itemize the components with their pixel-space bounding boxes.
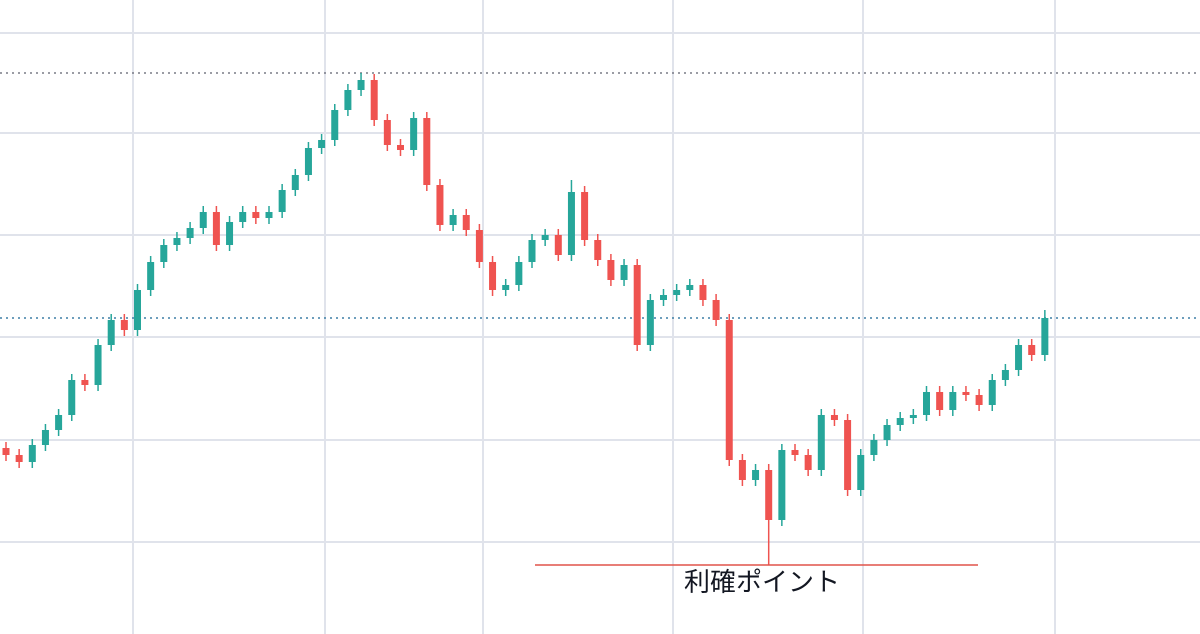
candle-body xyxy=(830,415,838,420)
candle-body xyxy=(357,80,365,90)
candle-body xyxy=(120,320,128,330)
candle-body xyxy=(370,80,378,120)
candle-body xyxy=(738,460,746,480)
candle-body xyxy=(449,215,457,225)
candle-body xyxy=(909,415,917,418)
candle-body xyxy=(765,470,773,520)
candle-body xyxy=(94,345,102,385)
candle-body xyxy=(660,295,667,300)
candle-body xyxy=(594,240,602,260)
candle-body xyxy=(567,192,575,255)
candle-body xyxy=(318,140,326,148)
candle-body xyxy=(55,415,63,430)
target-label: 利確ポイント xyxy=(684,568,840,598)
candle-body xyxy=(410,118,418,150)
candle-body xyxy=(1001,370,1009,380)
candle-body xyxy=(673,290,681,295)
candle-body xyxy=(791,450,799,455)
candle-body xyxy=(173,238,181,245)
candle-body xyxy=(949,392,957,410)
candle-body xyxy=(226,222,234,245)
candle-body xyxy=(134,290,141,330)
candle-body xyxy=(646,300,654,345)
candle-body xyxy=(28,445,36,462)
candle-body xyxy=(462,215,470,230)
candle-body xyxy=(896,418,904,425)
candle-body xyxy=(1028,345,1036,355)
candle-body xyxy=(15,455,23,462)
candle-body xyxy=(199,212,207,228)
candle-body xyxy=(712,300,720,320)
candle-body xyxy=(581,192,589,240)
candle-body xyxy=(383,120,391,145)
candle-body xyxy=(699,285,707,300)
candle-body xyxy=(988,380,996,405)
candle-body xyxy=(423,118,431,185)
vertical-grid xyxy=(132,0,1056,634)
candle-body xyxy=(81,380,89,385)
candle-body xyxy=(923,392,930,415)
candle-body xyxy=(870,440,878,455)
candle-body xyxy=(278,190,286,212)
candle-body xyxy=(1041,318,1049,355)
candle-body xyxy=(344,90,352,110)
candle-body xyxy=(107,320,115,345)
candle-body xyxy=(331,110,339,140)
candle-body xyxy=(265,212,273,218)
candle-body xyxy=(975,395,983,405)
candle-body xyxy=(844,420,852,490)
candle-body xyxy=(633,265,641,345)
candle-body xyxy=(147,262,155,290)
candle-body xyxy=(554,235,562,255)
candle-body xyxy=(41,430,49,445)
candle-body xyxy=(239,212,247,222)
candle-body xyxy=(817,415,825,470)
candle-body xyxy=(68,380,76,415)
candle-body xyxy=(528,240,536,262)
candle-body xyxy=(252,212,260,218)
candle-body xyxy=(883,425,891,440)
candle-body xyxy=(541,235,549,240)
candle-body xyxy=(475,230,483,262)
candle-body xyxy=(962,392,970,395)
candle-body xyxy=(1015,345,1023,370)
candle-body xyxy=(778,450,786,520)
candle-body xyxy=(607,260,615,280)
candle-body xyxy=(304,148,312,175)
candle-body xyxy=(725,320,733,460)
candle-body xyxy=(804,455,812,470)
candle-body xyxy=(186,228,194,238)
candle-body xyxy=(291,175,299,190)
candle-body xyxy=(686,285,694,290)
candle-body xyxy=(160,245,168,262)
candle-body xyxy=(2,448,10,455)
candle-body xyxy=(620,265,628,280)
candle-body xyxy=(752,470,760,480)
candle-body xyxy=(515,262,523,285)
candle-body xyxy=(489,262,497,290)
candle-body xyxy=(397,145,404,150)
candle-body xyxy=(502,285,510,290)
candle-body xyxy=(212,212,220,245)
candle-body xyxy=(436,185,444,225)
candle-body xyxy=(936,392,944,410)
candle-body xyxy=(857,455,865,490)
